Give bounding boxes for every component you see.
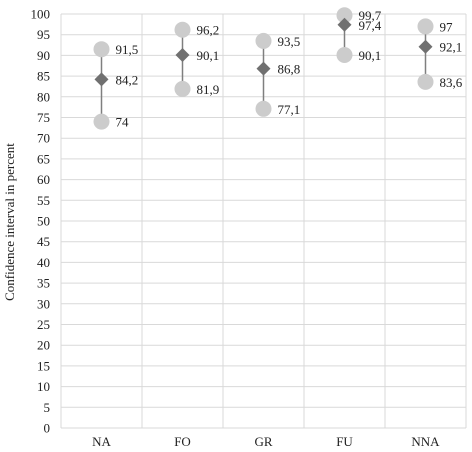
y-tick-label: 65 bbox=[37, 151, 50, 166]
upper-bound-label: 99,7 bbox=[359, 8, 382, 23]
y-tick-label: 45 bbox=[37, 234, 50, 249]
data-markers bbox=[93, 7, 434, 130]
upper-bound-label: 91,5 bbox=[116, 42, 139, 57]
lower-bound-label: 90,1 bbox=[359, 48, 382, 63]
point-estimate-marker bbox=[418, 39, 433, 54]
y-axis-label: Confidence interval in percent bbox=[2, 143, 17, 301]
x-tick-label: NA bbox=[92, 434, 111, 449]
upper-bound-label: 96,2 bbox=[197, 23, 220, 38]
lower-bound-marker bbox=[417, 73, 434, 90]
axes: 0 5 10 15 20 25 30 35 40 45 50 55 60 65 70 75 80 85 90 95 10… bbox=[31, 7, 441, 450]
upper-bound-marker bbox=[174, 21, 191, 38]
y-tick-label: 30 bbox=[37, 296, 50, 311]
x-tick-label: FO bbox=[174, 434, 191, 449]
upper-bound-marker bbox=[417, 18, 434, 35]
y-tick-label: 60 bbox=[37, 172, 50, 187]
y-tick-label: 85 bbox=[37, 69, 50, 84]
upper-bound-label: 93,5 bbox=[278, 34, 301, 49]
lower-bound-label: 81,9 bbox=[197, 82, 220, 97]
point-estimate-label: 97,4 bbox=[359, 18, 382, 33]
y-tick-label: 55 bbox=[37, 193, 50, 208]
lower-bound-label: 74 bbox=[116, 115, 130, 130]
y-tick-label: 75 bbox=[37, 110, 50, 125]
y-tick-label: 50 bbox=[37, 214, 50, 229]
lower-bound-marker bbox=[93, 113, 110, 130]
x-tick-label: NNA bbox=[411, 434, 440, 449]
y-tick-label: 95 bbox=[37, 27, 50, 42]
y-tick-label: 100 bbox=[31, 7, 51, 22]
y-tick-label: 80 bbox=[37, 89, 50, 104]
point-estimate-label: 86,8 bbox=[278, 62, 301, 77]
y-tick-label: 0 bbox=[44, 421, 51, 436]
point-estimate-marker bbox=[256, 61, 271, 76]
data-labels: 91,5 96,2 93,5 99,7 97 84,2 90,1 86,8 97,4 92,1 74… bbox=[116, 8, 463, 129]
y-tick-label: 20 bbox=[37, 338, 50, 353]
upper-bound-label: 97 bbox=[440, 19, 454, 34]
y-tick-label: 70 bbox=[37, 131, 50, 146]
point-estimate-label: 92,1 bbox=[440, 40, 463, 55]
y-tick-label: 10 bbox=[37, 379, 50, 394]
lower-bound-marker bbox=[174, 80, 191, 97]
upper-bound-marker bbox=[255, 32, 272, 49]
y-tick-label: 35 bbox=[37, 276, 50, 291]
lower-bound-marker bbox=[255, 100, 272, 117]
point-estimate-marker bbox=[175, 47, 190, 62]
lower-bound-marker bbox=[336, 46, 353, 63]
upper-bound-marker bbox=[93, 41, 110, 58]
y-tick-label: 90 bbox=[37, 48, 50, 63]
lower-bound-label: 83,6 bbox=[440, 75, 463, 90]
x-tick-label: FU bbox=[336, 434, 353, 449]
y-tick-label: 15 bbox=[37, 358, 50, 373]
point-estimate-marker bbox=[337, 17, 352, 32]
lower-bound-label: 77,1 bbox=[278, 102, 301, 117]
y-tick-label: 5 bbox=[44, 400, 51, 415]
point-estimate-label: 90,1 bbox=[197, 48, 220, 63]
y-tick-label: 40 bbox=[37, 255, 50, 270]
y-tick-label: 25 bbox=[37, 317, 50, 332]
point-estimate-marker bbox=[94, 72, 109, 87]
upper-bound-marker bbox=[336, 7, 353, 24]
x-tick-label: GR bbox=[254, 434, 272, 449]
point-estimate-label: 84,2 bbox=[116, 72, 139, 87]
